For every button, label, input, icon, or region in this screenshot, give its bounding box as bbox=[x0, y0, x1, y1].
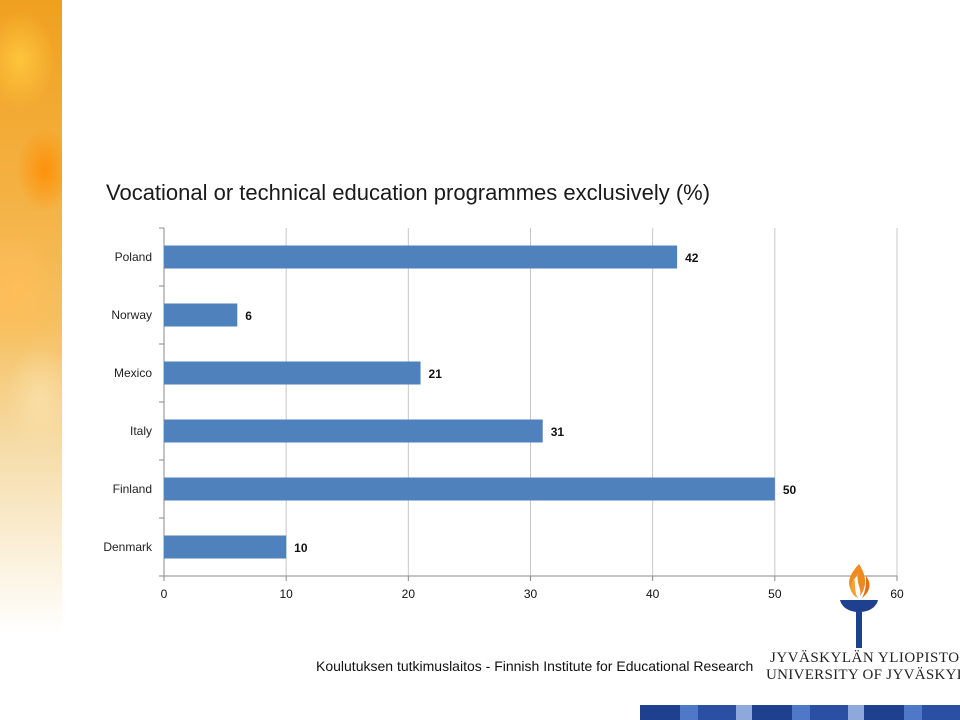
x-tick-label: 60 bbox=[890, 587, 904, 601]
x-tick-label: 30 bbox=[524, 587, 538, 601]
category-label: Denmark bbox=[103, 540, 153, 554]
decorative-side-image bbox=[0, 0, 62, 720]
data-label: 10 bbox=[294, 541, 308, 555]
category-label: Mexico bbox=[114, 366, 152, 380]
x-tick-label: 10 bbox=[279, 587, 293, 601]
category-label: Italy bbox=[130, 424, 152, 438]
bar-denmark bbox=[164, 535, 287, 559]
x-tick-label: 20 bbox=[402, 587, 416, 601]
x-tick-label: 40 bbox=[646, 587, 660, 601]
bar-poland bbox=[164, 245, 678, 269]
x-tick-label: 50 bbox=[768, 587, 782, 601]
university-torch-logo-icon bbox=[840, 564, 878, 648]
chart-title: Vocational or technical education progra… bbox=[106, 180, 711, 205]
category-label: Norway bbox=[111, 308, 152, 322]
footer-institute-text: Koulutuksen tutkimuslaitos - Finnish Ins… bbox=[316, 658, 754, 674]
data-label: 6 bbox=[245, 309, 252, 323]
bar-finland bbox=[164, 477, 775, 501]
bar-mexico bbox=[164, 361, 421, 385]
data-label: 50 bbox=[783, 483, 797, 497]
university-name-english: UNIVERSITY OF JYVÄSKYLÄ bbox=[766, 667, 960, 683]
data-label: 42 bbox=[685, 251, 699, 265]
category-label: Poland bbox=[115, 250, 152, 264]
university-name-finnish: JYVÄSKYLÄN YLIOPISTO bbox=[770, 650, 960, 666]
x-tick-label: 0 bbox=[161, 587, 168, 601]
decorative-bottom-stripe bbox=[640, 705, 960, 720]
data-label: 21 bbox=[429, 367, 443, 381]
bar-norway bbox=[164, 303, 238, 327]
bar-italy bbox=[164, 419, 543, 443]
data-label: 31 bbox=[551, 425, 565, 439]
category-label: Finland bbox=[113, 482, 152, 496]
